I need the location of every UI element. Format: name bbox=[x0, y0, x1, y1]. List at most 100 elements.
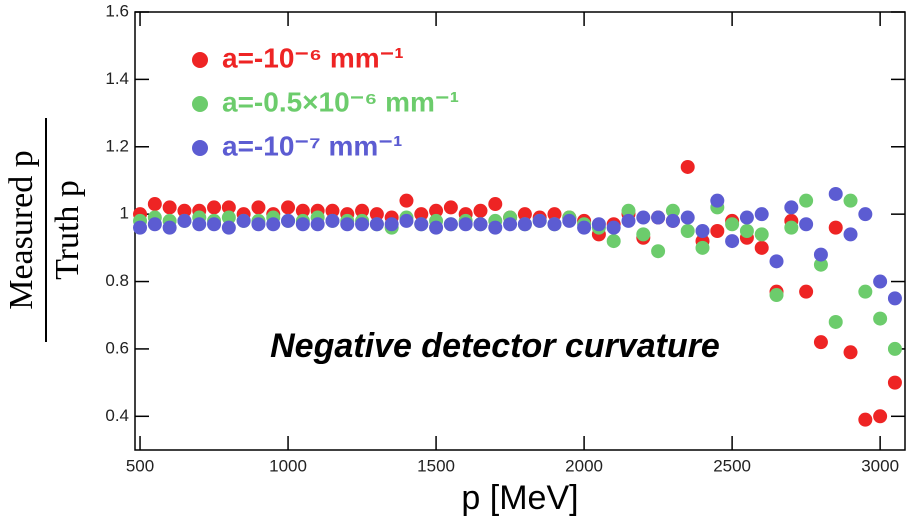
x-tick-label: 2500 bbox=[713, 456, 751, 475]
point bbox=[621, 203, 636, 218]
point bbox=[651, 244, 666, 259]
point bbox=[162, 220, 177, 235]
legend-marker bbox=[192, 52, 208, 68]
point bbox=[473, 203, 488, 218]
y-tick-label: 0.4 bbox=[105, 406, 129, 425]
x-tick-label: 500 bbox=[126, 456, 154, 475]
point bbox=[295, 203, 310, 218]
x-tick-label: 2000 bbox=[565, 456, 603, 475]
point bbox=[665, 213, 680, 228]
point bbox=[873, 274, 888, 289]
point bbox=[295, 217, 310, 232]
point bbox=[251, 217, 266, 232]
point bbox=[813, 247, 828, 262]
legend-label: a=-10⁻⁷ mm⁻¹ bbox=[222, 130, 402, 161]
annotation: Negative detector curvature bbox=[270, 327, 720, 365]
point bbox=[887, 341, 902, 356]
point bbox=[369, 207, 384, 222]
point bbox=[651, 210, 666, 225]
point bbox=[221, 210, 236, 225]
point bbox=[665, 203, 680, 218]
point bbox=[207, 200, 222, 215]
legend-label: a=-0.5×10⁻⁶ mm⁻¹ bbox=[222, 86, 459, 117]
x-tick-label: 3000 bbox=[861, 456, 899, 475]
y-axis-label: Measured p Truth p bbox=[3, 118, 86, 342]
point bbox=[458, 217, 473, 232]
y-tick-label: 1.4 bbox=[105, 69, 129, 88]
point bbox=[133, 220, 148, 235]
point bbox=[784, 200, 799, 215]
point bbox=[680, 210, 695, 225]
point bbox=[281, 200, 296, 215]
point bbox=[680, 224, 695, 238]
point bbox=[799, 217, 814, 232]
point bbox=[147, 217, 162, 232]
point bbox=[517, 207, 532, 222]
point bbox=[384, 217, 399, 232]
point bbox=[799, 193, 814, 208]
y-tick-label: 1 bbox=[120, 204, 129, 223]
point bbox=[843, 345, 858, 360]
point bbox=[754, 240, 769, 255]
point bbox=[858, 284, 873, 299]
point bbox=[828, 186, 843, 201]
point bbox=[355, 203, 370, 218]
point bbox=[813, 257, 828, 272]
point bbox=[414, 217, 429, 232]
point bbox=[488, 220, 503, 235]
point bbox=[828, 314, 843, 329]
point bbox=[532, 213, 547, 228]
point bbox=[887, 375, 902, 390]
point bbox=[887, 291, 902, 306]
point bbox=[710, 224, 725, 238]
point bbox=[769, 288, 784, 303]
point bbox=[310, 217, 325, 232]
point bbox=[606, 234, 621, 249]
point bbox=[562, 213, 577, 228]
point bbox=[325, 213, 340, 228]
point bbox=[754, 207, 769, 222]
point bbox=[443, 200, 458, 215]
y-tick-label: 0.8 bbox=[105, 271, 129, 290]
point bbox=[873, 311, 888, 326]
point bbox=[503, 217, 518, 232]
point bbox=[636, 227, 651, 242]
legend-marker bbox=[192, 140, 208, 156]
point bbox=[621, 213, 636, 228]
point bbox=[739, 210, 754, 225]
point bbox=[769, 254, 784, 269]
x-tick-label: 1000 bbox=[269, 456, 307, 475]
point bbox=[695, 240, 710, 255]
legend-label: a=-10⁻⁶ mm⁻¹ bbox=[222, 42, 404, 73]
point bbox=[725, 234, 740, 249]
point bbox=[754, 227, 769, 242]
point bbox=[221, 220, 236, 235]
point bbox=[858, 207, 873, 222]
point bbox=[843, 227, 858, 242]
point bbox=[443, 217, 458, 232]
point bbox=[606, 220, 621, 235]
point bbox=[355, 217, 370, 232]
point bbox=[251, 200, 266, 215]
point bbox=[399, 213, 414, 228]
point bbox=[177, 213, 192, 228]
point bbox=[414, 207, 429, 222]
point bbox=[147, 197, 162, 212]
point bbox=[828, 220, 843, 235]
point bbox=[695, 224, 710, 238]
point bbox=[177, 203, 192, 218]
point bbox=[547, 207, 562, 222]
point bbox=[680, 159, 695, 174]
point bbox=[858, 412, 873, 427]
point bbox=[488, 197, 503, 212]
point bbox=[813, 335, 828, 350]
point bbox=[429, 203, 444, 218]
point bbox=[799, 284, 814, 299]
point bbox=[843, 193, 858, 208]
x-tick-label: 1500 bbox=[417, 456, 455, 475]
point bbox=[281, 213, 296, 228]
point bbox=[429, 220, 444, 235]
point bbox=[873, 409, 888, 424]
y-label-numerator: Measured p bbox=[3, 150, 40, 310]
